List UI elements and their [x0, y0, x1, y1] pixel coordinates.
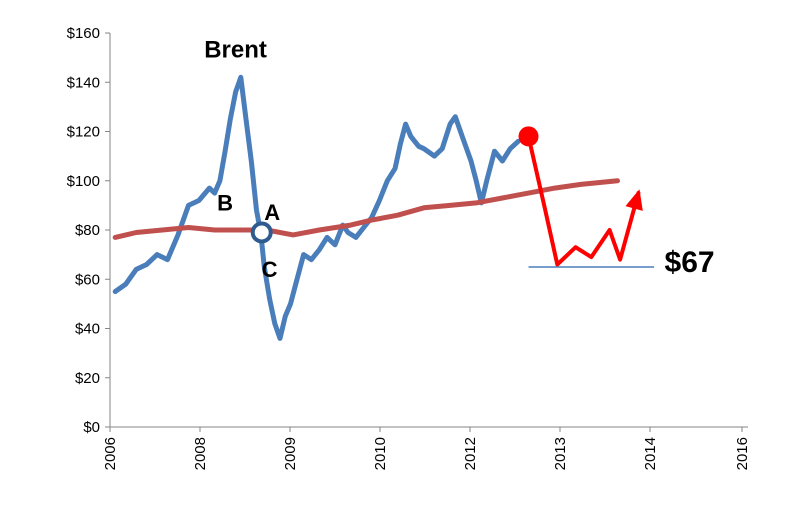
marks-layer [250, 126, 655, 268]
y-tick-label: $40 [75, 321, 100, 338]
annotation-label: B [217, 190, 233, 215]
forecast-start-marker [518, 126, 539, 147]
x-tick-label: 2010 [372, 437, 389, 470]
annotation-label: C [262, 257, 278, 282]
y-tick-label: $60 [75, 271, 100, 288]
annotation-label: Brent [204, 37, 267, 64]
y-tick-label: $80 [75, 222, 100, 239]
x-tick-label: 2016 [734, 437, 751, 470]
annotation-label: $67 [665, 246, 715, 279]
intersection-marker [250, 221, 273, 244]
x-tick-label: 2009 [282, 437, 299, 470]
x-tick-label: 2014 [642, 437, 659, 470]
forecast-arrowhead [625, 189, 643, 211]
x-axis-ticks: 2006 2008 2009 2010 2012 2013 2014 2016 [102, 427, 751, 470]
y-tick-label: $120 [67, 124, 100, 141]
y-tick-label: $20 [75, 370, 100, 387]
y-axis-ticks: $0 $20 $40 $60 $80 $100 $120 $140 $160 [67, 25, 110, 436]
x-tick-label: 2008 [192, 437, 209, 470]
y-tick-label: $140 [67, 74, 100, 91]
x-tick-label: 2006 [102, 437, 119, 470]
series-brent [112, 74, 521, 341]
y-tick-label: $100 [67, 173, 100, 190]
series-trend [112, 178, 620, 240]
y-tick-label: $0 [83, 419, 100, 436]
series-layer [112, 74, 641, 341]
y-tick-label: $160 [67, 25, 100, 42]
annotations-layer: Brent B A C $67 [204, 37, 714, 282]
annotation-label: A [264, 200, 280, 225]
x-tick-label: 2012 [462, 437, 479, 470]
series-forecast [526, 134, 641, 267]
x-tick-label: 2013 [552, 437, 569, 470]
